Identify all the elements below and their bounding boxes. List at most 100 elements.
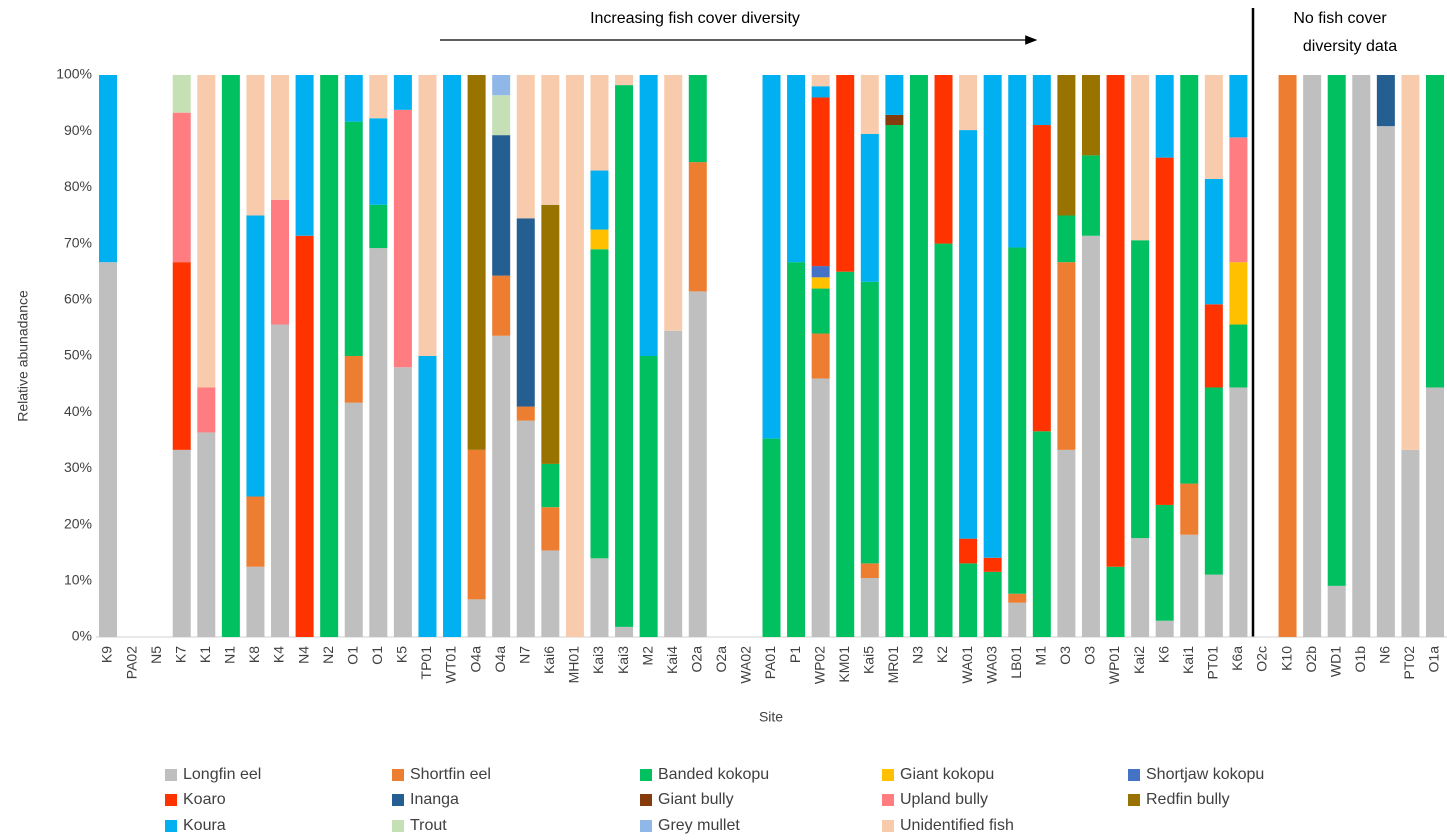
legend-swatch	[640, 820, 652, 832]
bar-segment	[1131, 75, 1150, 241]
bar-segment	[1180, 534, 1199, 637]
bar-segment	[467, 599, 486, 637]
bar-segment	[1204, 574, 1223, 637]
x-tick-label: N7	[516, 646, 532, 664]
bar-segment	[885, 114, 904, 126]
y-axis-label: Relative abunadance	[15, 290, 31, 422]
legend-swatch	[882, 769, 894, 781]
bar-segment	[1229, 324, 1248, 388]
x-tick-label: O1a	[1426, 646, 1442, 673]
bar-segment	[590, 558, 609, 637]
y-tick-label: 30%	[64, 459, 92, 475]
x-tick-label: K2	[934, 646, 950, 663]
x-axis-label: Site	[759, 709, 783, 725]
bar-segment	[369, 75, 388, 119]
x-tick-label: PA01	[762, 646, 778, 679]
bar-segment	[492, 75, 511, 96]
bar-segment	[688, 162, 707, 292]
legend-label: Shortjaw kokopu	[1146, 766, 1264, 783]
bar-segment	[271, 324, 290, 637]
x-tick-label: N5	[148, 646, 164, 664]
x-tick-label: WA03	[983, 646, 999, 684]
x-tick-label: K10	[1278, 646, 1294, 671]
legend-label: Unidentified fish	[900, 817, 1014, 834]
bar-segment	[811, 378, 830, 637]
x-tick-label: Kai3	[615, 646, 631, 674]
x-tick-label: WT01	[443, 646, 459, 684]
bar-segment	[860, 75, 879, 135]
legend-swatch	[392, 820, 404, 832]
legend-swatch	[165, 820, 177, 832]
bar-segment	[271, 75, 290, 200]
bar-segment	[565, 75, 584, 637]
x-tick-label: KM01	[836, 646, 852, 683]
x-tick-label: N1	[222, 646, 238, 664]
annotation: diversity data	[1303, 38, 1397, 55]
bar-segment	[295, 75, 314, 236]
bar-segment	[197, 387, 216, 433]
bar-segment	[197, 432, 216, 637]
bar-segment	[1327, 585, 1346, 637]
bar-segment	[1229, 262, 1248, 325]
bar-segment	[492, 335, 511, 637]
bar-segment	[1008, 602, 1027, 637]
bar-segment	[787, 75, 806, 263]
bar-segment	[246, 496, 265, 567]
bar-segment	[516, 218, 535, 407]
x-tick-label: PT02	[1401, 646, 1417, 680]
bar-segment	[1303, 75, 1322, 637]
x-tick-label: WA02	[738, 646, 754, 684]
x-tick-label: K4	[271, 646, 287, 663]
x-tick-label: M2	[639, 646, 655, 666]
x-tick-label: O4a	[467, 646, 483, 673]
x-tick-label: O2a	[688, 646, 704, 673]
x-tick-label: M1	[1033, 646, 1049, 666]
x-tick-label: O2c	[1254, 646, 1270, 672]
bar-segment	[615, 75, 634, 86]
bar-segment	[934, 243, 953, 637]
x-tick-label: Kai3	[590, 646, 606, 674]
bar-segment	[541, 75, 560, 205]
y-tick-label: 90%	[64, 122, 92, 138]
bar-segment	[1376, 126, 1395, 637]
y-tick-label: 70%	[64, 234, 92, 250]
legend-label: Koura	[183, 817, 226, 834]
bar-segment	[1204, 304, 1223, 388]
bar-segment	[221, 75, 240, 637]
x-tick-label: Kai1	[1180, 646, 1196, 674]
bar-segment	[369, 118, 388, 205]
bar-segment	[516, 75, 535, 219]
bar-segment	[811, 266, 830, 278]
bar-segment	[860, 281, 879, 564]
bar-segment	[1180, 483, 1199, 535]
x-tick-label: O1	[369, 646, 385, 665]
x-tick-label: O2a	[713, 646, 729, 673]
bar-segment	[344, 75, 363, 122]
bar-segment	[1057, 262, 1076, 450]
bar-segment	[1057, 449, 1076, 637]
y-tick-label: 10%	[64, 572, 92, 588]
legend-swatch	[640, 794, 652, 806]
annotation: No fish cover	[1293, 10, 1387, 27]
x-tick-label: K8	[246, 646, 262, 663]
bar-segment	[983, 75, 1002, 558]
bar-segment	[811, 75, 830, 87]
bar-segment	[1401, 75, 1420, 450]
bar-segment	[1032, 125, 1051, 432]
legend-swatch	[1128, 794, 1140, 806]
bar-segment	[344, 121, 363, 356]
legend-swatch	[392, 794, 404, 806]
x-tick-label: N2	[320, 646, 336, 664]
bar-segment	[246, 215, 265, 497]
legend-label: Banded kokopu	[658, 766, 769, 783]
bar-segment	[541, 507, 560, 551]
bar-segment	[811, 86, 830, 98]
bar-segment	[492, 275, 511, 336]
bar-segment	[1155, 504, 1174, 621]
x-tick-label: PA02	[123, 646, 139, 679]
bar-segment	[860, 563, 879, 578]
bar-segment	[1204, 387, 1223, 575]
x-tick-label: Kai5	[860, 646, 876, 674]
legend-swatch	[882, 820, 894, 832]
y-tick-label: 80%	[64, 178, 92, 194]
